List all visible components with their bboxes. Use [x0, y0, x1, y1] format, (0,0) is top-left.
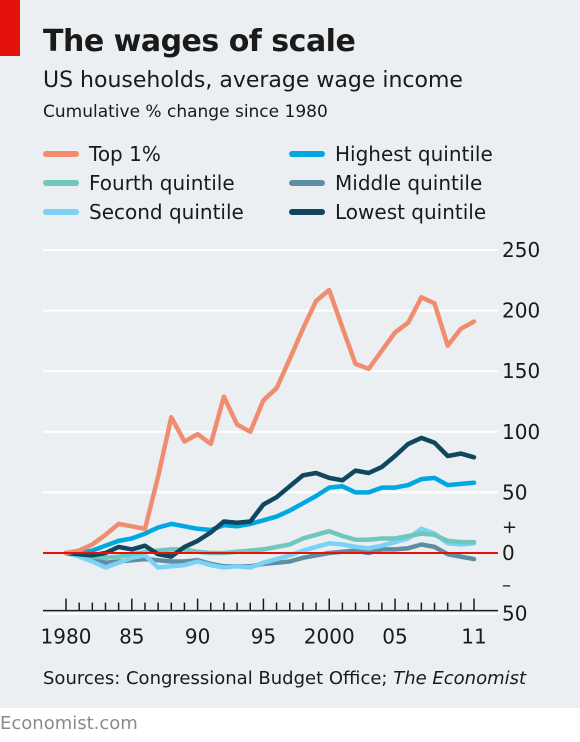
- y-tick-label: 150: [502, 359, 540, 383]
- series-line-1: [63, 475, 477, 556]
- y-tick-label: 250: [502, 238, 540, 262]
- legend-item-lowest-quintile: Lowest quintile: [289, 198, 486, 226]
- y-sign-plus: +: [502, 517, 517, 538]
- y-tick-label: 50: [502, 602, 527, 626]
- legend-swatch: [289, 209, 325, 215]
- legend-swatch: [43, 180, 79, 186]
- legend-swatch: [43, 151, 79, 157]
- legend-item-middle-quintile: Middle quintile: [289, 169, 482, 197]
- x-tick-label: 2000: [304, 625, 355, 649]
- legend-item-fourth-quintile: Fourth quintile: [43, 169, 235, 197]
- y-tick-label: 50: [502, 480, 527, 504]
- legend-swatch: [289, 180, 325, 186]
- series-line-3: [63, 542, 477, 569]
- chart-title: The wages of scale: [43, 24, 356, 59]
- source-note: Sources: Congressional Budget Office; Th…: [43, 668, 526, 689]
- legend: Top 1% Highest quintile Fourth quintile …: [43, 140, 563, 230]
- source-text: Sources: Congressional Budget Office;: [43, 668, 394, 689]
- legend-label: Highest quintile: [335, 142, 493, 166]
- y-sign-minus: –: [502, 575, 511, 596]
- legend-swatch: [289, 151, 325, 157]
- y-tick-label: 100: [502, 420, 540, 444]
- red-tag: [0, 0, 20, 56]
- legend-label: Lowest quintile: [335, 200, 487, 224]
- unit-label: Cumulative % change since 1980: [43, 102, 328, 122]
- series-line-4: [63, 526, 477, 570]
- legend-item-top-1: Top 1%: [43, 140, 161, 168]
- legend-item-highest-quintile: Highest quintile: [289, 140, 493, 168]
- series-line-5: [63, 435, 477, 559]
- legend-item-second-quintile: Second quintile: [43, 198, 244, 226]
- chart-panel: The wages of scale US households, averag…: [0, 0, 580, 708]
- series-line-0: [63, 287, 477, 556]
- x-tick-label: 85: [119, 625, 144, 649]
- x-tick-label: 95: [251, 625, 276, 649]
- legend-label: Top 1%: [89, 142, 161, 166]
- x-tick-label: 1980: [41, 625, 92, 649]
- legend-label: Middle quintile: [335, 171, 483, 195]
- line-chart: 250 200 150 100 50 0 50 + – 1980 85 90 95 2000 05 11: [41, 238, 541, 649]
- legend-label: Second quintile: [89, 200, 244, 224]
- x-tick-label: 90: [185, 625, 210, 649]
- x-tick-label: 05: [382, 625, 407, 649]
- chart-subtitle: US households, average wage income: [43, 68, 463, 93]
- y-tick-label: 200: [502, 299, 540, 323]
- brand-watermark: Economist.com: [0, 713, 138, 734]
- legend-swatch: [43, 209, 79, 215]
- y-tick-label: 0: [502, 541, 515, 565]
- x-tick-label: 11: [461, 625, 486, 649]
- legend-label: Fourth quintile: [89, 171, 235, 195]
- source-publication: The Economist: [393, 668, 527, 689]
